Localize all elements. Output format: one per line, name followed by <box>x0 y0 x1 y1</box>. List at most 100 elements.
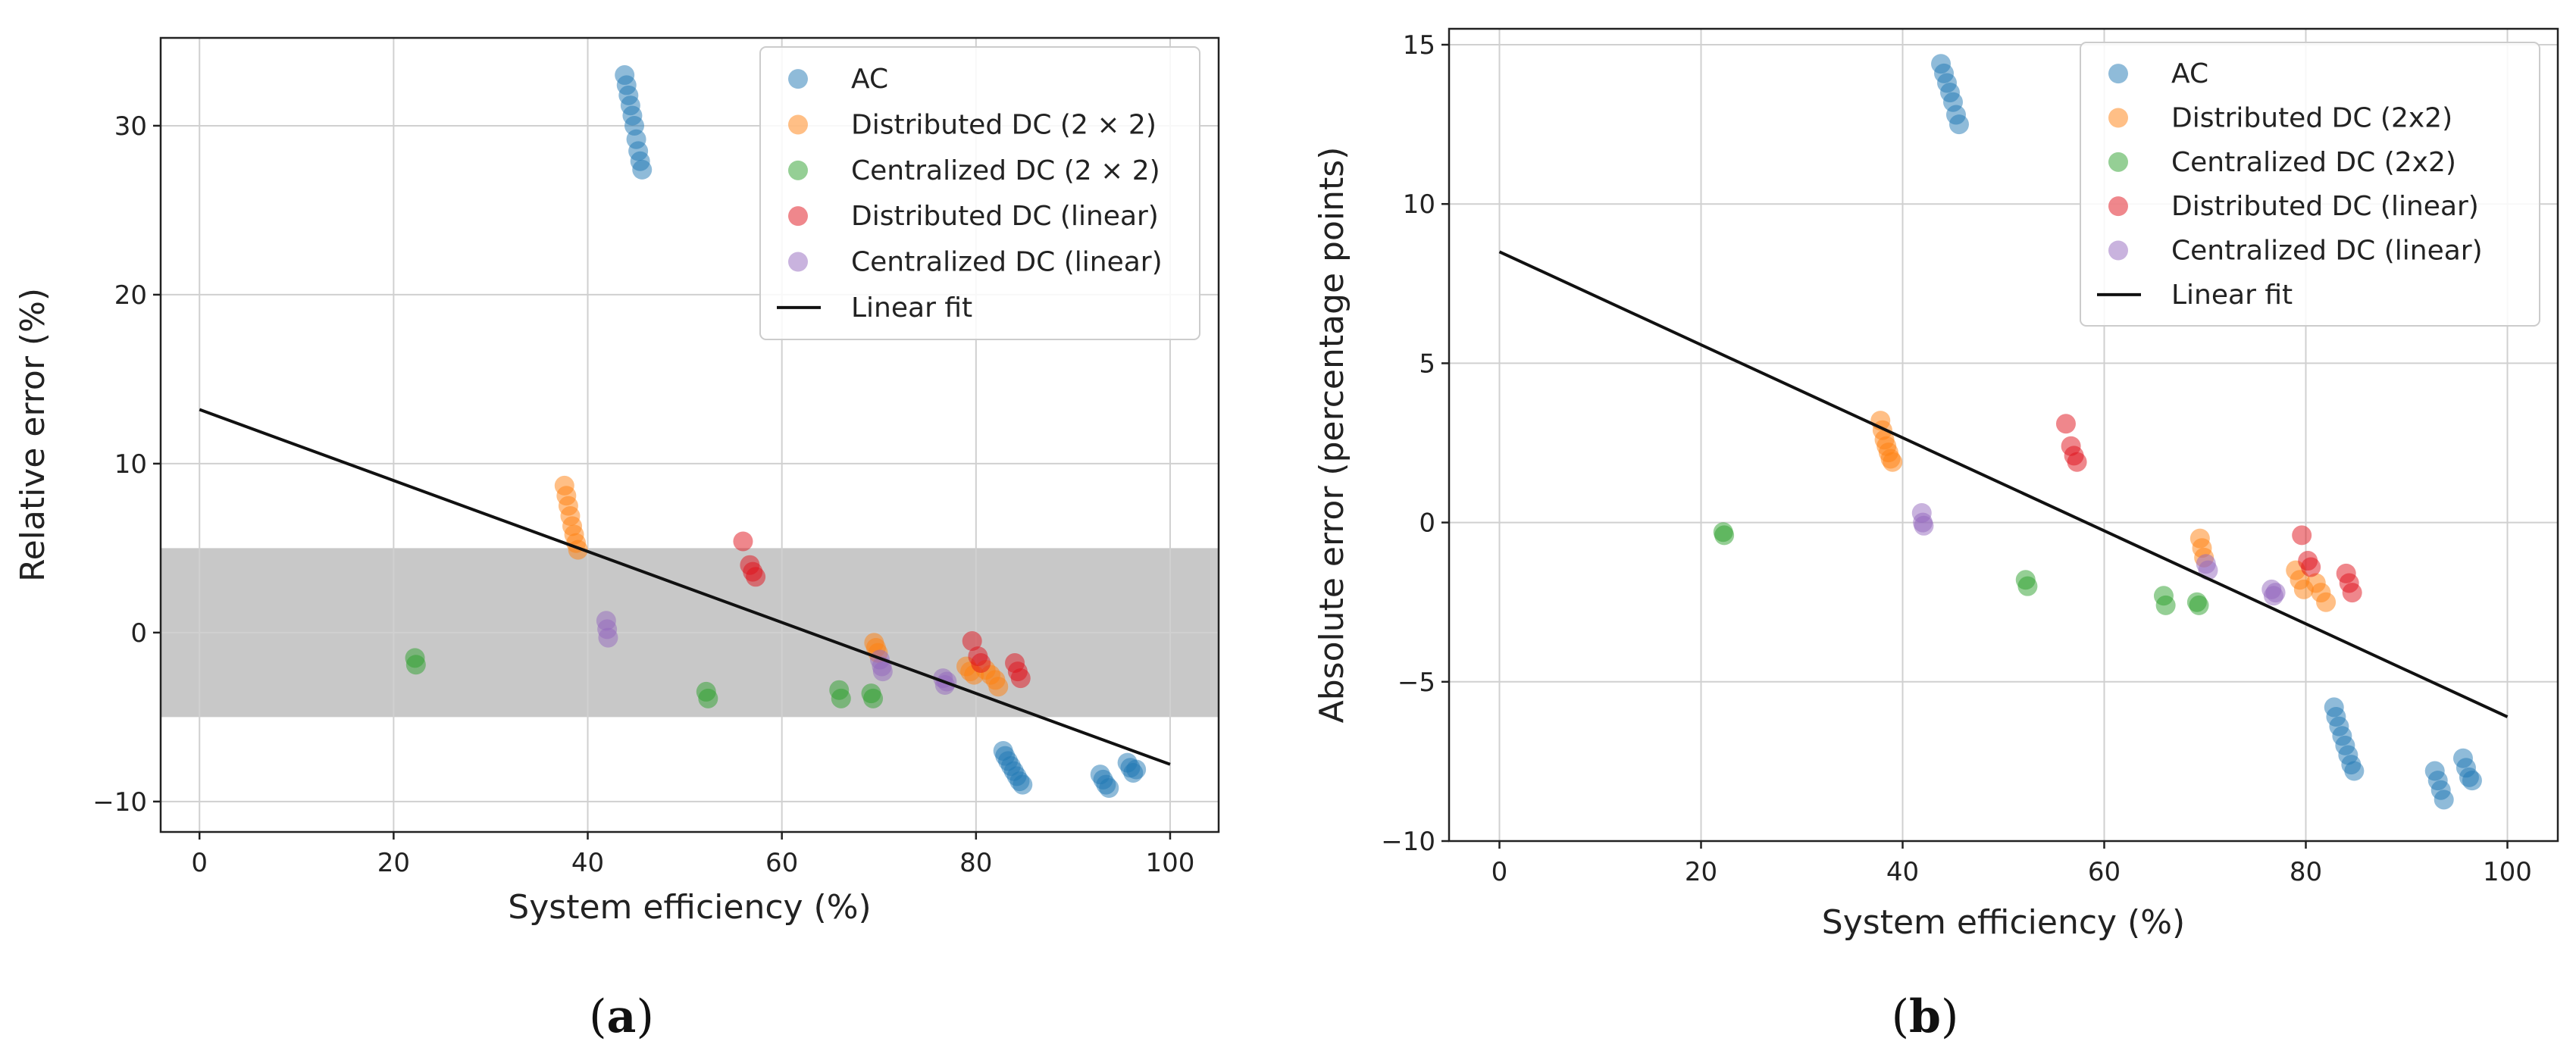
data-point <box>632 159 653 180</box>
data-point <box>1126 759 1147 780</box>
panel-caption: (a) <box>589 990 654 1043</box>
legend-marker <box>788 206 808 227</box>
data-point <box>2434 790 2454 810</box>
y-tick-label: 0 <box>130 618 147 649</box>
legend-box <box>2080 42 2540 327</box>
series-4 <box>1911 502 2286 606</box>
y-tick-label: −10 <box>1381 827 1435 857</box>
data-point <box>2462 771 2482 791</box>
chart-panel-b: 0 20 40 60 80 100 −10 −5 0 5 10 15 System efficiency… <box>1313 27 2559 1043</box>
data-point <box>746 567 766 587</box>
legend-marker <box>788 114 808 135</box>
x-tick-label: 60 <box>765 848 798 878</box>
linear-fit-line <box>199 408 1171 766</box>
data-point <box>2344 761 2365 781</box>
data-point <box>2316 592 2337 612</box>
data-point <box>2265 583 2286 603</box>
data-point <box>831 688 851 708</box>
linear-fit-line <box>1498 250 2509 718</box>
x-tick-label: 80 <box>2290 857 2322 887</box>
legend-marker <box>788 252 808 272</box>
data-point <box>405 655 426 675</box>
data-point <box>988 677 1009 697</box>
data-point <box>2067 452 2087 472</box>
data-point <box>2017 576 2038 596</box>
x-axis-label: System efficiency (%) <box>1822 903 2185 942</box>
data-point <box>2155 595 2176 615</box>
legend-label: Distributed DC (linear) <box>851 201 1159 232</box>
legend-label: Distributed DC (2 × 2) <box>851 110 1157 141</box>
legend-label: Linear fit <box>851 292 972 324</box>
y-tick-label: 15 <box>1403 30 1435 61</box>
legend-label: AC <box>851 64 888 95</box>
panel-caption-letter: b <box>1909 990 1941 1043</box>
x-tick-label: 80 <box>959 848 992 878</box>
legend-marker <box>788 160 808 180</box>
data-point <box>1013 774 1033 795</box>
y-tick-label: 10 <box>1403 189 1435 220</box>
data-point <box>2292 525 2312 546</box>
legend-marker <box>788 69 808 89</box>
chart-panel-a: 0 20 40 60 80 100 −10 0 10 20 30 System efficiency … <box>14 36 1220 1043</box>
axes-frame <box>1448 27 2559 843</box>
y-axis-label: Relative error (%) <box>14 288 52 582</box>
data-point <box>2342 583 2362 603</box>
legend-label: AC <box>2171 58 2208 89</box>
data-point <box>1010 668 1031 689</box>
data-point <box>971 653 991 674</box>
data-point <box>733 531 753 552</box>
y-tick-label: 20 <box>114 280 147 311</box>
y-tick-label: 10 <box>114 449 147 480</box>
x-tick-label: 60 <box>2088 857 2121 887</box>
axes-frame <box>159 36 1220 833</box>
legend-marker <box>2108 240 2128 261</box>
legend-label: Centralized DC (2 × 2) <box>851 155 1160 186</box>
series-2 <box>405 648 884 708</box>
legend-marker <box>2108 64 2128 84</box>
x-tick-label: 100 <box>2483 857 2532 887</box>
x-tick-label: 20 <box>1685 857 1717 887</box>
data-point <box>2301 557 2321 577</box>
data-point <box>1883 452 1903 472</box>
y-tick-label: 0 <box>1419 508 1435 539</box>
y-tick-label: 5 <box>1419 349 1435 379</box>
x-tick-label: 100 <box>1146 848 1195 878</box>
x-tick-label: 0 <box>191 848 208 878</box>
data-point <box>1948 114 1969 135</box>
legend-marker <box>2108 196 2128 217</box>
legend-marker <box>2108 108 2128 128</box>
data-point <box>1714 525 1735 546</box>
x-tick-label: 40 <box>571 848 604 878</box>
data-point <box>2055 414 2076 434</box>
x-tick-label: 40 <box>1886 857 1919 887</box>
y-tick-label: −5 <box>1398 668 1435 698</box>
x-tick-label: 20 <box>377 848 410 878</box>
series-3 <box>733 531 1031 689</box>
data-point <box>698 688 718 708</box>
data-point <box>962 631 982 652</box>
y-tick-label: −10 <box>92 787 147 818</box>
data-point <box>2189 595 2209 615</box>
legend-label: Distributed DC (linear) <box>2171 191 2479 222</box>
data-point <box>598 627 618 648</box>
data-point <box>872 661 893 682</box>
legend: AC Distributed DC (2 × 2) Centralized DC (… <box>759 46 1200 340</box>
legend-label: Linear fit <box>2171 280 2293 311</box>
legend-label: Distributed DC (2x2) <box>2171 103 2452 134</box>
x-axis-label: System efficiency (%) <box>508 888 871 927</box>
series-3 <box>2055 414 2362 603</box>
legend-marker <box>2108 152 2128 172</box>
legend-label: Centralized DC (linear) <box>2171 236 2483 267</box>
legend-label: Centralized DC (2x2) <box>2171 147 2456 178</box>
data-point <box>1914 515 1934 536</box>
x-tick-label: 0 <box>1491 857 1508 887</box>
series-0 <box>1931 54 2482 810</box>
y-axis-label: Absolute error (percentage points) <box>1313 147 1351 724</box>
data-point <box>1099 778 1119 799</box>
data-point <box>863 688 884 708</box>
panel-caption-letter: a <box>607 990 637 1043</box>
series-0 <box>615 65 1147 799</box>
legend-label: Centralized DC (linear) <box>851 247 1163 278</box>
panel-caption: (b) <box>1892 990 1959 1043</box>
